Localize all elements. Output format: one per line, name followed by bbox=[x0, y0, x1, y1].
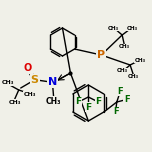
Text: P: P bbox=[97, 50, 105, 60]
Text: F: F bbox=[124, 95, 130, 105]
Text: F: F bbox=[113, 107, 119, 116]
Text: CH₃: CH₃ bbox=[9, 100, 21, 105]
Text: CH₃: CH₃ bbox=[2, 81, 14, 85]
Text: F: F bbox=[95, 97, 101, 107]
Text: CH₃: CH₃ bbox=[128, 74, 139, 79]
Text: F: F bbox=[117, 86, 123, 95]
Text: CH₃: CH₃ bbox=[23, 92, 36, 97]
Text: CH₃: CH₃ bbox=[135, 57, 146, 62]
Text: F: F bbox=[85, 102, 91, 112]
Text: N: N bbox=[48, 77, 57, 87]
Text: CH₃: CH₃ bbox=[117, 69, 128, 74]
Text: S: S bbox=[31, 75, 39, 85]
Text: CH₃: CH₃ bbox=[127, 26, 138, 31]
Text: O: O bbox=[24, 63, 32, 73]
Text: CH₃: CH₃ bbox=[119, 45, 130, 50]
Text: CH₃: CH₃ bbox=[108, 26, 119, 31]
Text: F: F bbox=[75, 97, 81, 107]
Text: CH₃: CH₃ bbox=[46, 97, 61, 105]
